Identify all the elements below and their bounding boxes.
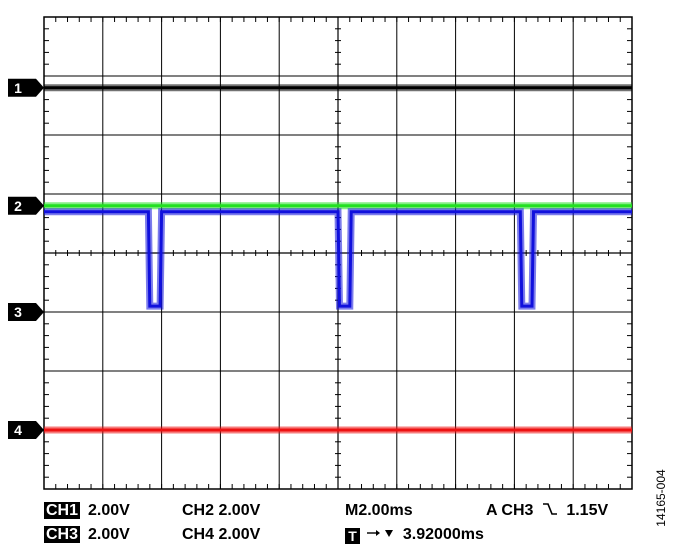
channel-2-marker: 2 xyxy=(8,196,44,215)
falling-edge-icon xyxy=(542,503,557,515)
timebase-readout: M2.00ms xyxy=(345,502,413,519)
ch3-label-box: CH3 xyxy=(44,526,81,543)
trigger-source: A CH3 xyxy=(486,502,534,519)
figure-id: 14165-004 xyxy=(650,448,672,548)
ch1-label-box: CH1 xyxy=(44,502,81,519)
channel-3-marker-label: 3 xyxy=(14,304,22,320)
trigger-level: 1.15V xyxy=(566,502,609,519)
ch3-scale-readout: CH3 2.00V xyxy=(44,526,130,544)
trigger-t-box: T xyxy=(345,528,360,544)
trace-layer xyxy=(44,84,632,434)
ch1-scale-readout: CH1 2.00V xyxy=(44,502,130,520)
channel-1-marker-label: 1 xyxy=(14,80,22,96)
ch2-scale-readout: CH2 2.00V xyxy=(182,502,261,519)
trace-ch3 xyxy=(44,210,632,308)
channel-1-marker: 1 xyxy=(8,78,44,97)
trigger-readout: A CH3 1.15V xyxy=(486,502,608,520)
ch3-scale: 2.00V xyxy=(88,526,130,543)
figure-id-text: 14165-004 xyxy=(654,469,668,527)
channel-2-marker-shape xyxy=(8,196,44,215)
ch1-scale: 2.00V xyxy=(88,502,130,519)
channel-4-marker-label: 4 xyxy=(14,422,22,438)
channel-4-marker: 4 xyxy=(8,421,44,439)
trigger-position-readout: T 3.92000ms xyxy=(345,526,484,544)
trigger-position-value: 3.92000ms xyxy=(402,526,484,543)
arrow-right-triangle-down-icon xyxy=(367,530,394,537)
channel-1-marker-shape xyxy=(8,78,44,97)
channel-4-marker-shape xyxy=(8,421,44,439)
channel-3-marker-shape xyxy=(8,303,44,321)
channel-3-marker: 3 xyxy=(8,303,44,321)
channel-2-marker-label: 2 xyxy=(14,198,22,214)
channel-markers: 1 2 3 4 xyxy=(8,78,44,439)
ch4-scale-readout: CH4 2.00V xyxy=(182,526,261,543)
